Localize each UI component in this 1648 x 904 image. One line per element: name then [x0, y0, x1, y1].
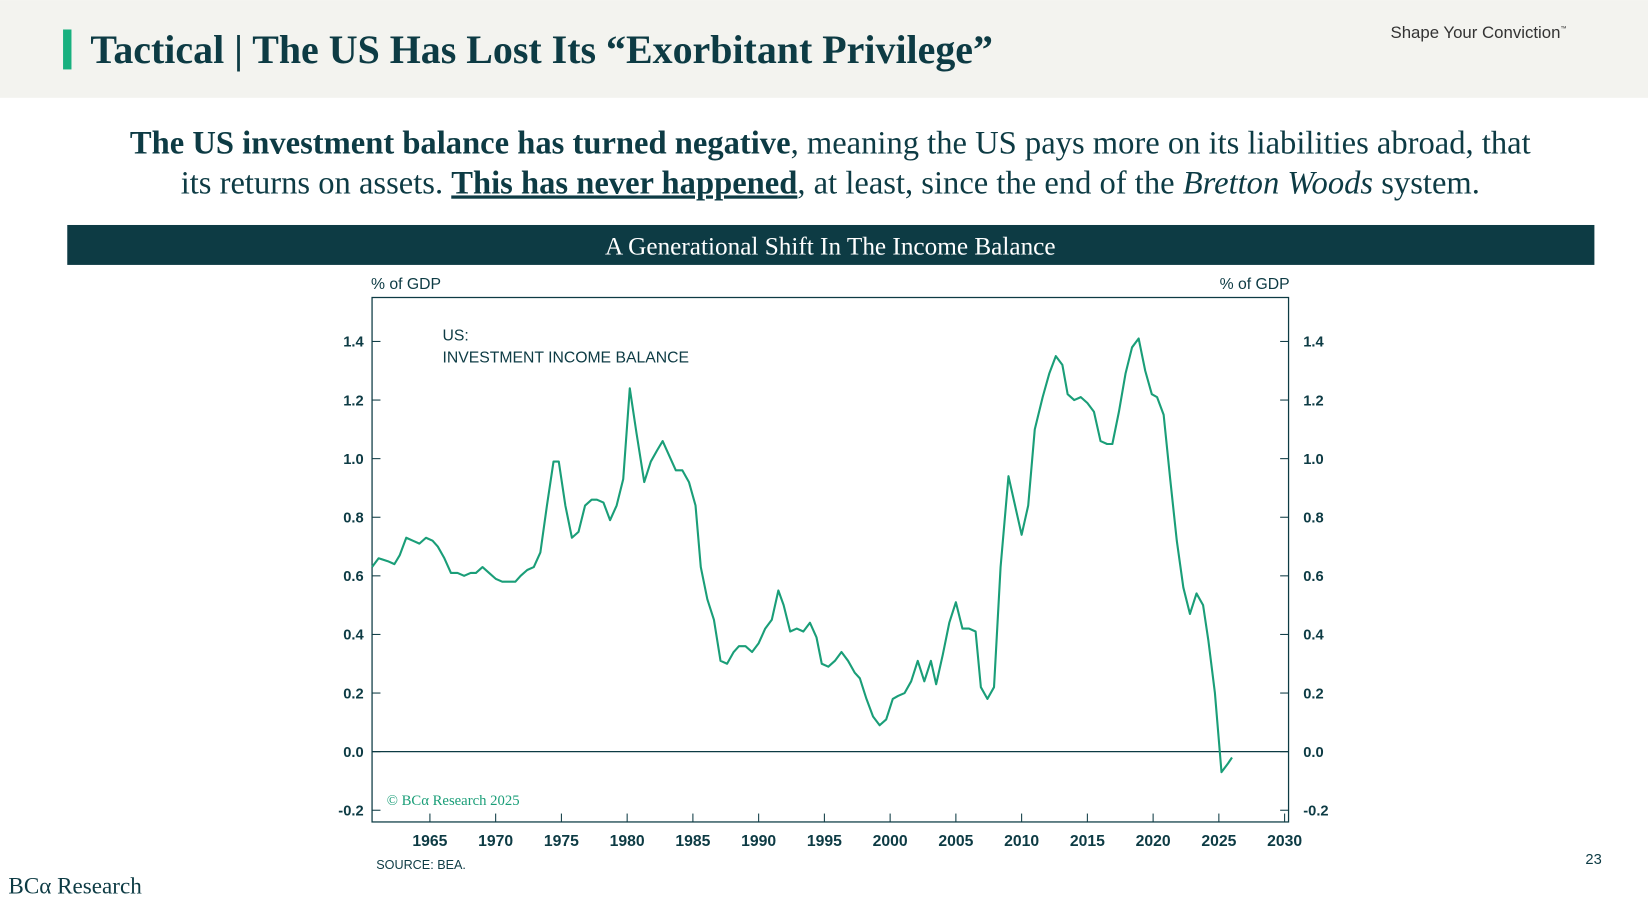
y-axis-label: % of GDP	[371, 276, 441, 293]
y-tick-label: 0.2	[343, 686, 363, 702]
y2-tick-label: 0.8	[1303, 511, 1323, 527]
y-tick-label: 1.4	[343, 335, 364, 351]
x-tick-label: 2030	[1267, 833, 1302, 850]
header-band	[0, 0, 1648, 98]
source: SOURCE: BEA.	[376, 858, 466, 872]
annotation: INVESTMENT INCOME BALANCE	[442, 350, 689, 367]
y-tick-label: 0.8	[343, 511, 363, 527]
header-accent	[63, 29, 72, 70]
x-tick-label: 1990	[741, 833, 776, 850]
x-tick-label: 1985	[675, 833, 710, 850]
copyright: © BCα Research 2025	[387, 793, 520, 809]
y2-axis-label: % of GDP	[1220, 276, 1290, 293]
y-tick-label: 0.0	[343, 745, 363, 761]
x-tick-label: 1965	[412, 833, 447, 850]
x-tick-label: 1970	[478, 833, 513, 850]
y-tick-label: 0.6	[343, 569, 363, 585]
chart-title: A Generational Shift In The Income Balan…	[605, 233, 1056, 260]
x-tick-label: 1980	[610, 833, 645, 850]
y2-tick-label: 0.6	[1303, 569, 1323, 585]
page-number: 23	[1585, 852, 1601, 868]
x-tick-label: 1995	[807, 833, 842, 850]
y-tick-label: 1.0	[343, 452, 363, 468]
subtitle-part: This has never happened	[451, 165, 797, 201]
chart-title-band	[67, 224, 1595, 265]
y2-tick-label: 1.4	[1303, 335, 1324, 351]
y2-tick-label: 0.4	[1303, 628, 1324, 644]
subtitle-part: , at least, since the end of the	[797, 165, 1182, 201]
subtitle-line: its returns on assets. This has never ha…	[181, 165, 1480, 201]
y2-tick-label: 0.0	[1303, 745, 1323, 761]
subtitle-part: The US investment balance has turned neg…	[130, 126, 791, 162]
plot-frame	[371, 296, 1290, 823]
header-title: Tactical | The US Has Lost Its “Exorbita…	[90, 27, 993, 72]
x-tick-label: 2000	[873, 833, 908, 850]
y-tick-label: 0.4	[343, 628, 364, 644]
brand: Shape Your Conviction™	[1391, 23, 1567, 42]
x-tick-label: 1975	[544, 833, 579, 850]
x-tick-label: 2015	[1070, 833, 1105, 850]
series-line	[371, 337, 1233, 774]
y-tick-label: -0.2	[338, 803, 363, 819]
x-tick-label: 2010	[1004, 833, 1039, 850]
y-tick-label: 1.2	[343, 393, 363, 409]
annotation: US:	[442, 328, 468, 345]
x-tick-label: 2025	[1201, 833, 1236, 850]
brand-mark: ™	[1560, 26, 1566, 33]
subtitle-part: system.	[1373, 165, 1480, 201]
y2-tick-label: -0.2	[1303, 803, 1328, 819]
subtitle-part: Bretton Woods	[1183, 165, 1373, 201]
footer-logo: BCα Research	[8, 873, 142, 899]
y2-tick-label: 1.0	[1303, 452, 1323, 468]
subtitle-line: The US investment balance has turned neg…	[130, 126, 1531, 162]
x-tick-label: 2020	[1136, 833, 1171, 850]
subtitle-part: , meaning the US pays more on its liabil…	[791, 126, 1531, 162]
y2-tick-label: 0.2	[1303, 686, 1323, 702]
subtitle-part: its returns on assets.	[181, 165, 452, 201]
plot: -0.2 0.0 0.2 0.4 0.6 0.8 1.0 1.2 1.4 -0.2 0.0 0.2 0.…	[338, 296, 1329, 850]
brand-text: Shape Your Conviction	[1391, 23, 1561, 42]
x-tick-label: 2005	[938, 833, 973, 850]
y2-tick-label: 1.2	[1303, 393, 1323, 409]
